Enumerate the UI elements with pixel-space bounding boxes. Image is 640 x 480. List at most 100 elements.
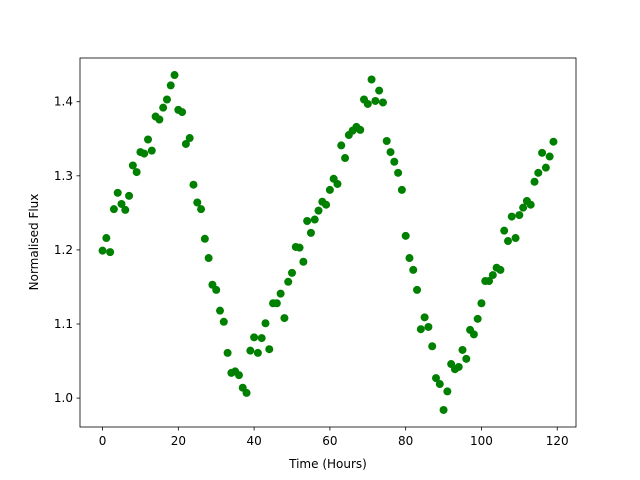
point	[538, 148, 547, 157]
point	[394, 168, 403, 177]
point	[132, 168, 141, 177]
point	[541, 163, 550, 172]
point	[443, 387, 452, 396]
point	[511, 234, 520, 243]
point	[272, 299, 281, 308]
point	[526, 200, 535, 209]
point	[341, 154, 350, 163]
point	[356, 125, 365, 134]
point	[166, 81, 175, 90]
point	[496, 265, 505, 274]
point	[170, 71, 179, 80]
y-axis-label: Normalised Flux	[27, 194, 41, 291]
point	[507, 212, 516, 221]
point	[261, 319, 270, 328]
point	[409, 265, 418, 274]
x-tick-label: 0	[99, 434, 107, 448]
point	[121, 205, 130, 214]
point	[288, 268, 297, 277]
point	[515, 211, 524, 220]
y-tick-label: 1.0	[54, 391, 73, 405]
point	[155, 115, 164, 124]
point	[477, 299, 486, 308]
point	[424, 322, 433, 331]
point	[378, 98, 387, 107]
point	[431, 374, 440, 383]
point	[545, 152, 554, 161]
point	[519, 203, 528, 212]
x-tick-label: 40	[246, 434, 261, 448]
point	[106, 248, 115, 257]
point	[473, 314, 482, 323]
point	[416, 325, 425, 334]
x-tick-label: 80	[398, 434, 413, 448]
x-tick-label: 100	[470, 434, 493, 448]
point	[371, 96, 380, 105]
point	[458, 345, 467, 354]
point	[204, 254, 213, 263]
point	[413, 285, 422, 294]
point	[128, 161, 137, 170]
point	[375, 86, 384, 95]
y-tick-label: 1.1	[54, 317, 73, 331]
point	[295, 243, 304, 252]
y-tick-label: 1.3	[54, 169, 73, 183]
x-axis-label: Time (Hours)	[288, 457, 367, 471]
point	[303, 217, 312, 226]
x-tick-label: 120	[546, 434, 569, 448]
point	[125, 191, 134, 200]
point	[428, 342, 437, 351]
y-tick-label: 1.2	[54, 243, 73, 257]
point	[454, 362, 463, 371]
point	[503, 237, 512, 246]
point	[488, 271, 497, 280]
point	[216, 306, 225, 315]
point	[109, 205, 118, 214]
point	[401, 231, 410, 240]
point	[390, 157, 399, 166]
point	[314, 206, 323, 215]
point	[439, 405, 448, 414]
point	[500, 226, 509, 235]
point	[386, 148, 395, 157]
point	[284, 277, 293, 286]
point	[337, 141, 346, 150]
point	[113, 188, 122, 197]
point	[299, 257, 308, 266]
y-tick-label: 1.4	[54, 95, 73, 109]
point	[189, 180, 198, 189]
point	[325, 185, 334, 194]
point	[147, 146, 156, 155]
point	[310, 215, 319, 224]
point	[530, 177, 539, 186]
point	[469, 330, 478, 339]
point	[462, 354, 471, 363]
point	[212, 285, 221, 294]
point	[276, 289, 285, 298]
point	[197, 205, 206, 214]
point	[193, 198, 202, 207]
point	[257, 334, 266, 343]
point	[200, 234, 209, 243]
point	[98, 246, 107, 255]
axes-frame	[79, 57, 577, 428]
point	[333, 179, 342, 188]
point	[250, 333, 259, 342]
point	[102, 234, 111, 243]
point	[253, 348, 262, 357]
point	[405, 254, 414, 263]
point	[219, 317, 228, 326]
x-tick-label: 60	[322, 434, 337, 448]
point	[159, 103, 168, 112]
point	[246, 346, 255, 355]
point	[178, 108, 187, 117]
point	[322, 200, 331, 209]
point	[234, 371, 243, 380]
point	[185, 134, 194, 143]
point	[534, 168, 543, 177]
point	[140, 149, 149, 158]
point	[280, 314, 289, 323]
point	[265, 345, 274, 354]
point	[162, 95, 171, 104]
